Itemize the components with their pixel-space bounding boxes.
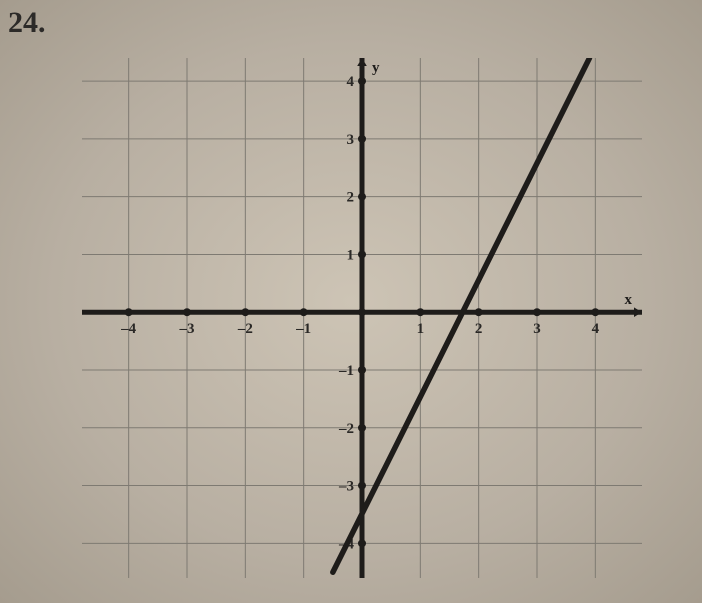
y-tick-label: 3 (347, 132, 355, 148)
y-tick-label: –1 (338, 363, 354, 379)
y-tick-label: 2 (347, 190, 355, 206)
x-tick-label: –4 (120, 321, 137, 337)
y-tick-label: –3 (338, 479, 354, 495)
x-tick-label: –1 (295, 321, 311, 337)
y-tick-label: –2 (338, 421, 354, 437)
coordinate-plane: –4–3–2–11234–4–3–2–11234xy (82, 58, 642, 578)
problem-number: 24. (8, 6, 46, 40)
plotted-line (333, 58, 590, 572)
y-axis-label: y (372, 60, 380, 76)
x-axis-label: x (625, 292, 633, 308)
x-tick-label: –3 (179, 321, 195, 337)
x-tick-label: 4 (592, 321, 600, 337)
x-tick-label: 3 (533, 321, 541, 337)
y-tick-label: 4 (347, 74, 355, 90)
x-tick-label: –2 (237, 321, 253, 337)
x-tick-label: 2 (475, 321, 483, 337)
y-tick-label: 1 (347, 247, 355, 263)
axis-labels: xy (372, 60, 633, 308)
series (333, 58, 590, 572)
x-tick-label: 1 (417, 321, 425, 337)
page: 24. –4–3–2–11234–4–3–2–11234xy (0, 0, 702, 603)
